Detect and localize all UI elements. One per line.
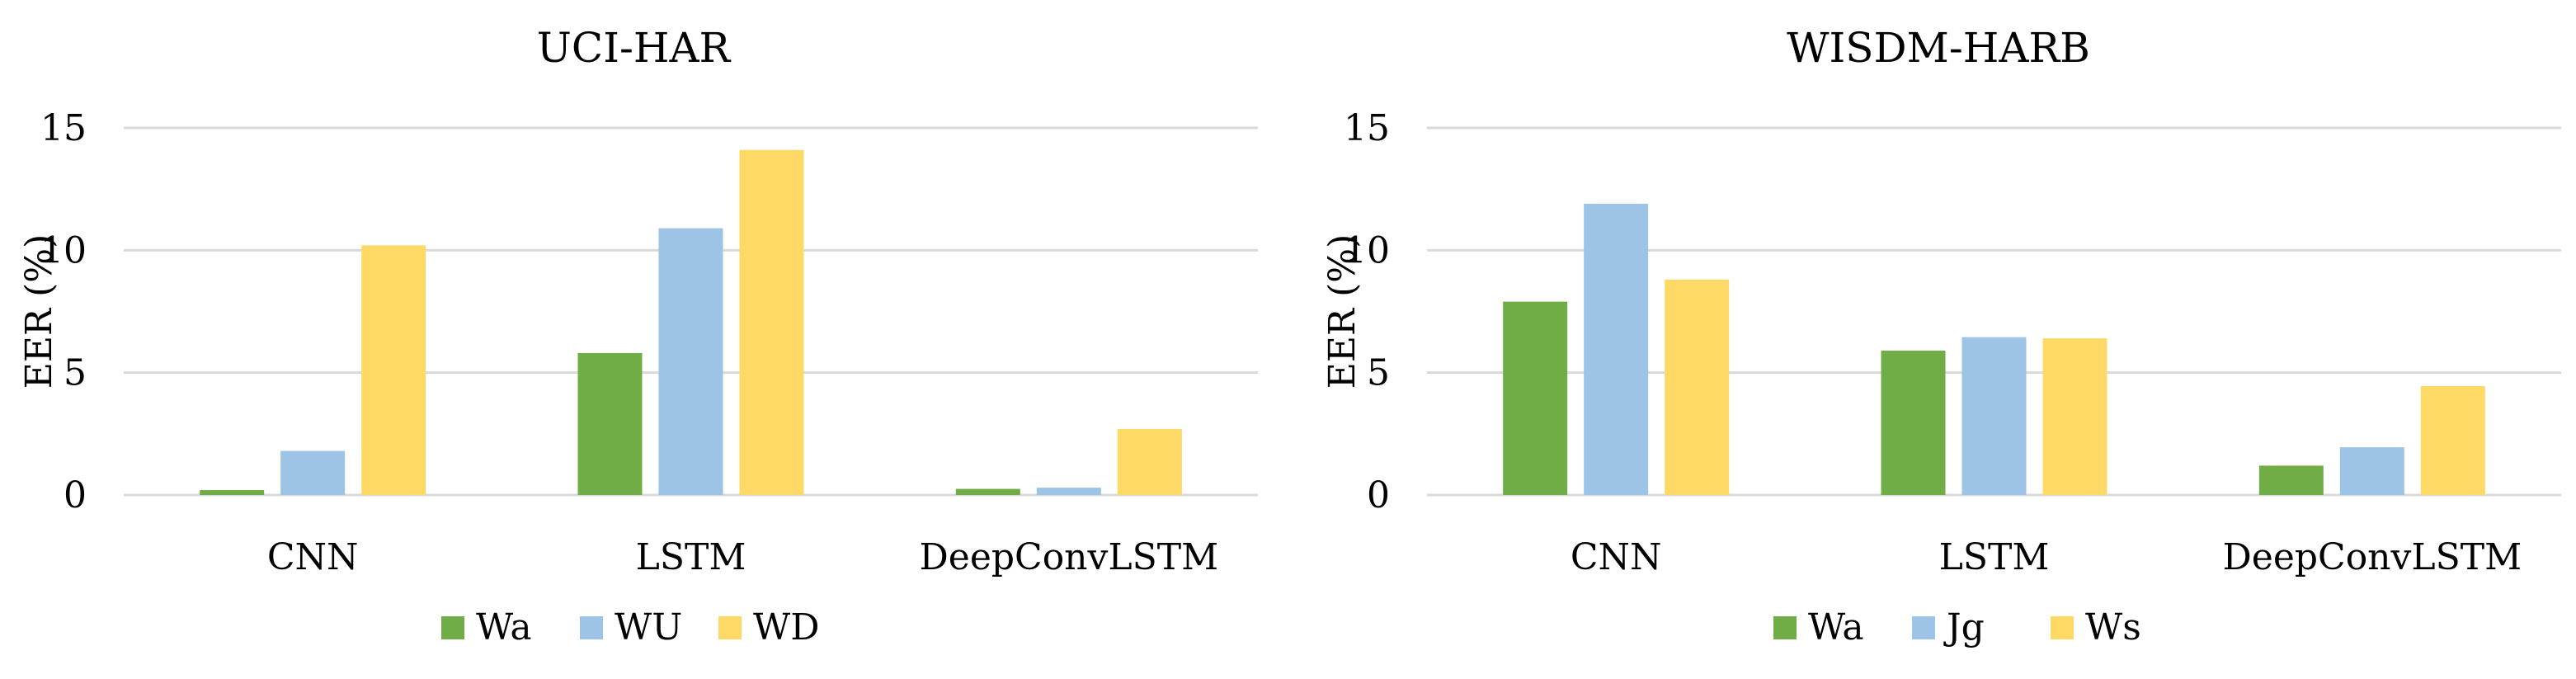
y-tick-label: 15	[1344, 107, 1390, 149]
x-category-label: DeepConvLSTM	[2223, 536, 2522, 578]
legend-label: WU	[615, 606, 682, 648]
bar-wu-lstm	[658, 228, 723, 495]
legend-label: Jg	[1943, 606, 1985, 648]
y-tick-label: 10	[1344, 229, 1390, 271]
bar-wd-lstm	[739, 149, 804, 495]
bar-jg-deepconvlstm	[2339, 447, 2404, 495]
bar-wu-deepconvlstm	[1036, 488, 1101, 495]
bar-wu-cnn	[280, 450, 346, 495]
chart-title: UCI-HAR	[537, 24, 732, 72]
legend-swatch-ws	[2051, 616, 2074, 639]
bar-ws-cnn	[1665, 279, 1730, 495]
legend-label: Wa	[476, 606, 532, 648]
y-tick-label: 15	[40, 107, 87, 149]
x-category-label: CNN	[267, 536, 359, 578]
bar-ws-deepconvlstm	[2420, 385, 2485, 495]
bar-wa-deepconvlstm	[955, 488, 1020, 495]
bar-jg-cnn	[1584, 203, 1649, 495]
legend-swatch-wd	[718, 616, 742, 639]
chart-title: WISDM-HARB	[1787, 24, 2090, 72]
y-tick-label: 10	[40, 229, 87, 271]
y-tick-label: 5	[64, 352, 87, 394]
x-category-label: LSTM	[1939, 536, 2050, 578]
legend-swatch-wa	[441, 616, 464, 639]
y-axis-label: EER (%)	[18, 234, 60, 389]
bar-wa-cnn	[200, 490, 265, 495]
legend-label: WD	[753, 606, 820, 648]
bar-wa-lstm	[1881, 350, 1946, 495]
x-category-label: CNN	[1571, 536, 1662, 578]
legend-swatch-wu	[580, 616, 603, 639]
legend-label: Ws	[2085, 606, 2141, 648]
chart-0: UCI-HAR EER (%) 0 5 10 15 CNN LSTM DeepConvLSTM W…	[18, 24, 1258, 648]
y-tick-label: 5	[1367, 352, 1390, 394]
bar-ws-lstm	[2042, 338, 2107, 495]
bar-wd-deepconvlstm	[1117, 428, 1182, 495]
x-category-label: DeepConvLSTM	[920, 536, 1219, 578]
legend-swatch-wa	[1773, 616, 1797, 639]
bar-jg-lstm	[1961, 337, 2027, 495]
bar-wa-deepconvlstm	[2258, 465, 2324, 495]
x-category-label: LSTM	[636, 536, 746, 578]
bar-wa-cnn	[1503, 301, 1568, 495]
bar-wa-lstm	[577, 352, 643, 495]
legend-label: Wa	[1808, 606, 1864, 648]
y-axis-label: EER (%)	[1321, 234, 1363, 389]
legend-swatch-jg	[1912, 616, 1935, 639]
y-tick-label: 0	[1367, 474, 1390, 516]
chart-1: WISDM-HARB EER (%) 0 5 10 15 CNN LSTM DeepConvLS…	[1321, 24, 2561, 648]
bar-wd-cnn	[361, 245, 426, 495]
y-tick-label: 0	[64, 474, 87, 516]
